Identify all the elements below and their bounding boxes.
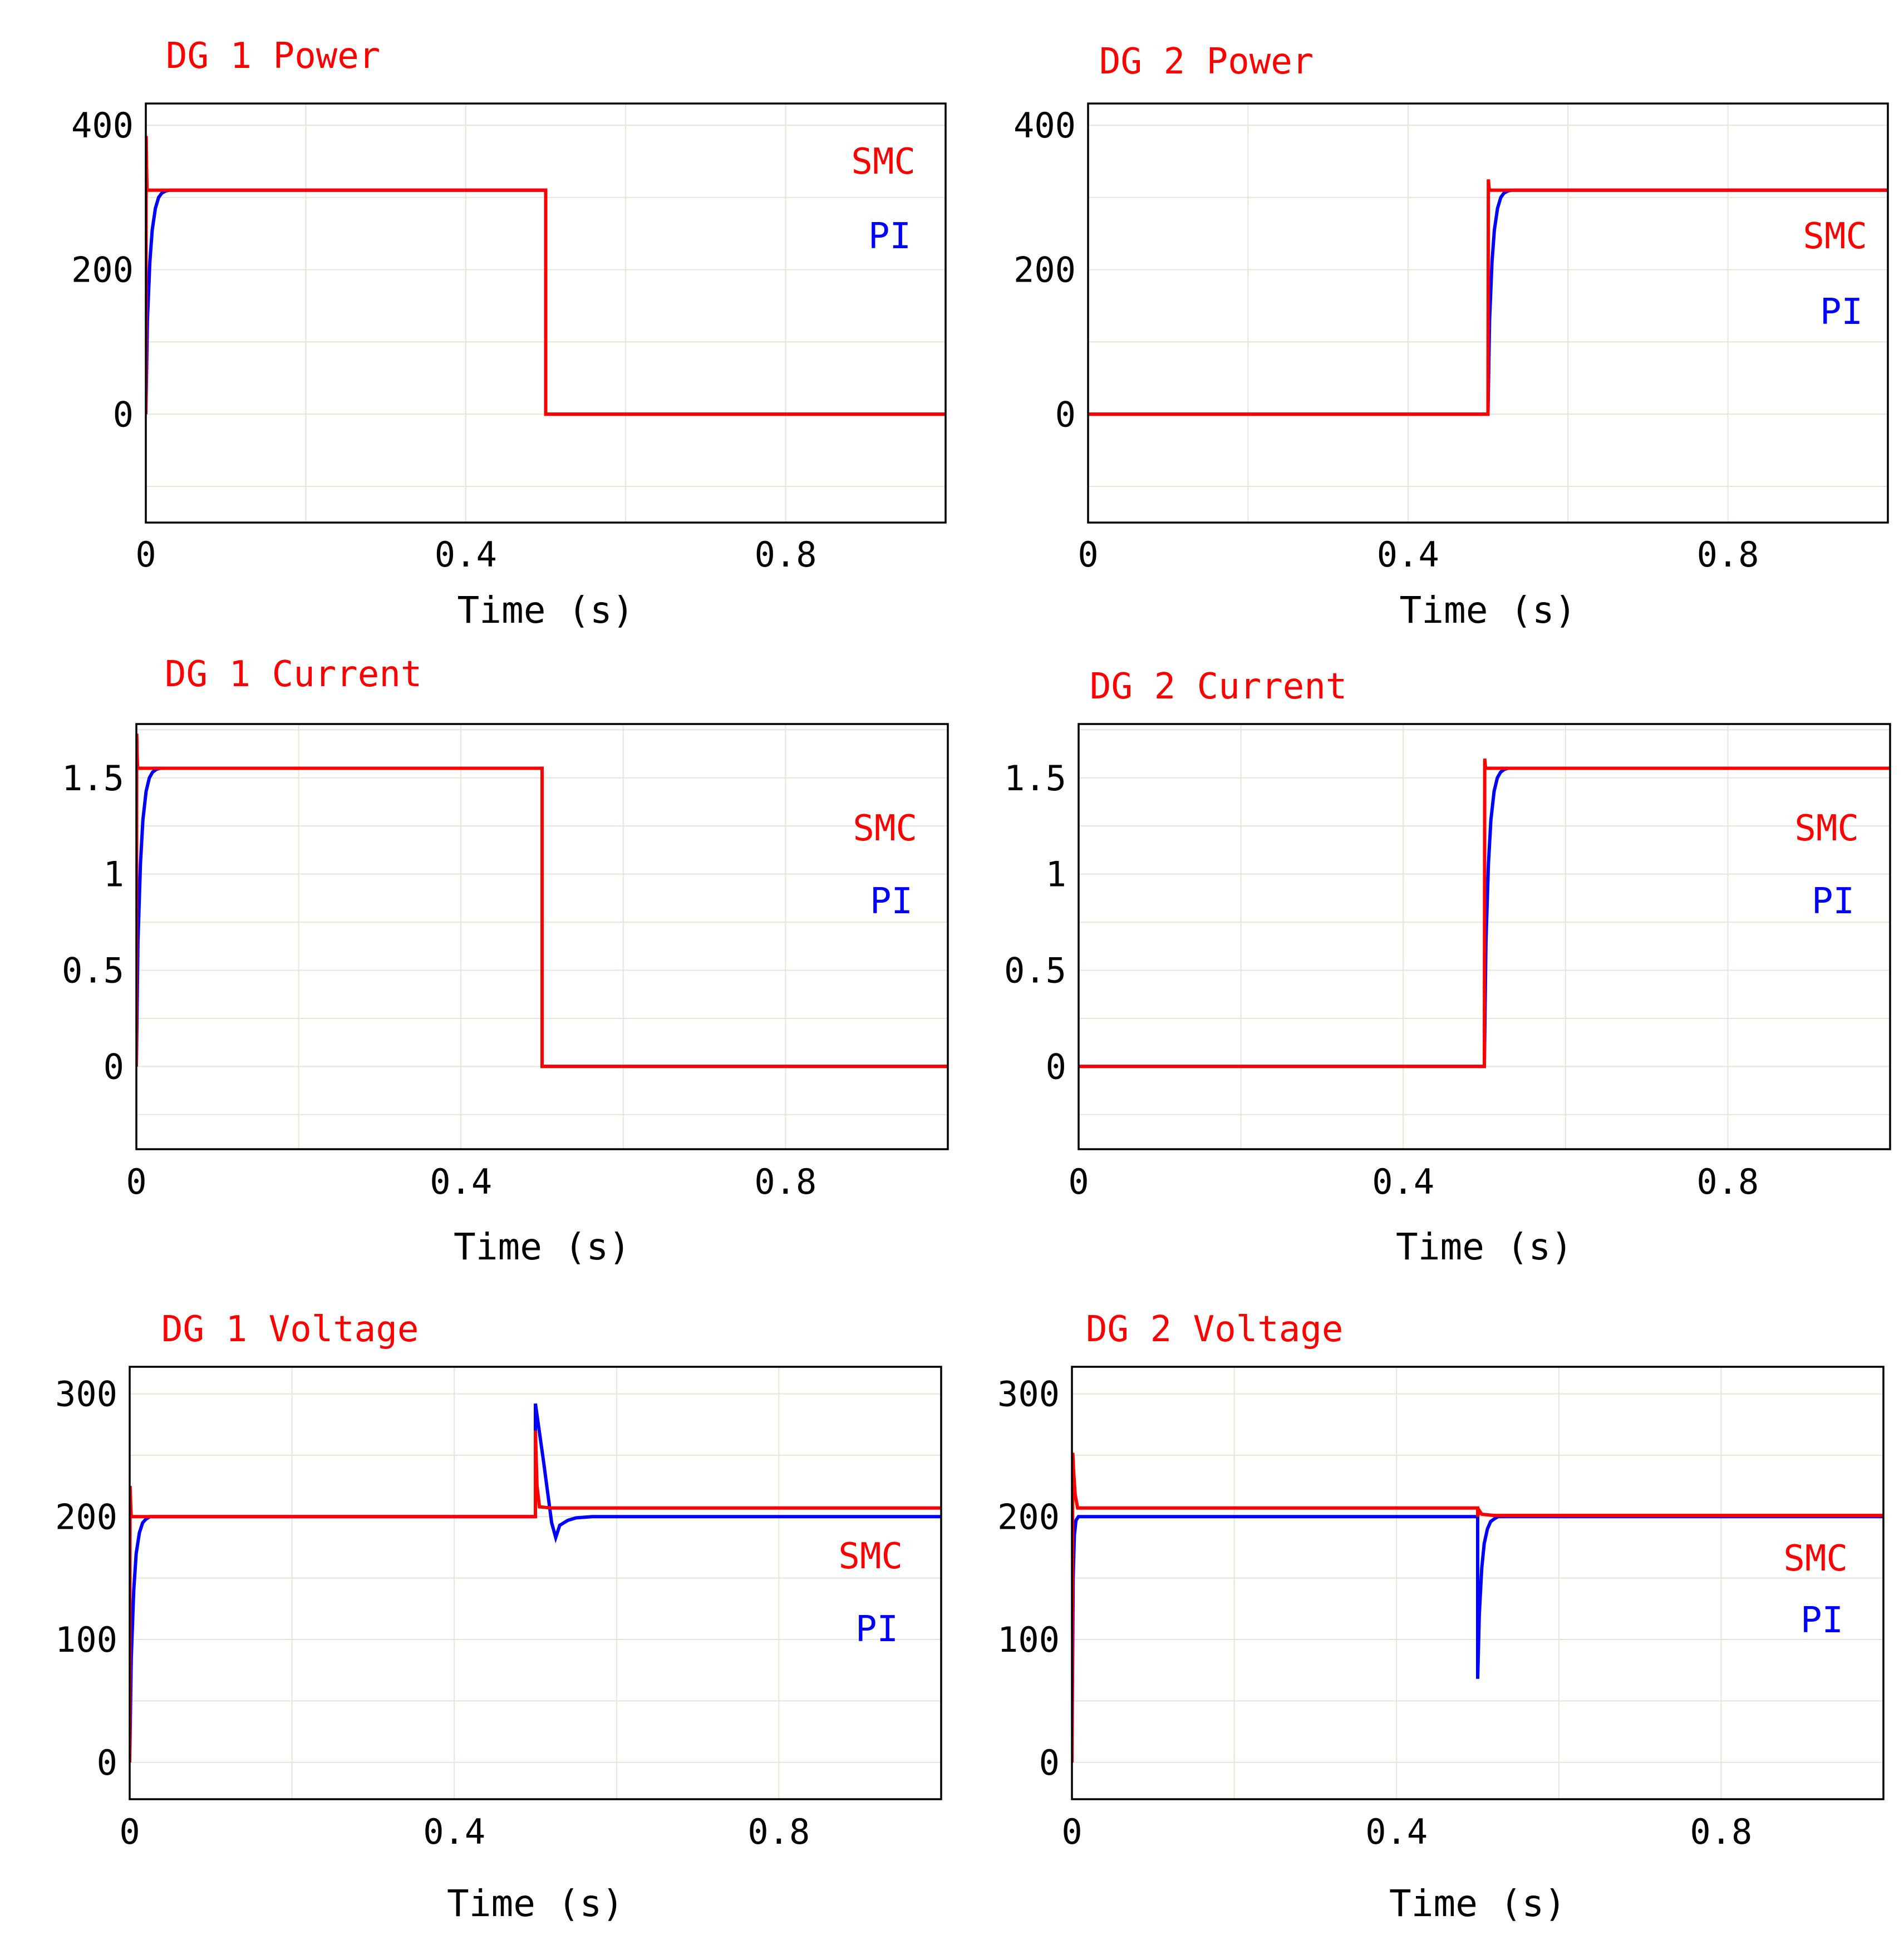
legend-label-smc: SMC [853,808,917,849]
x-axis-label: Time (s) [447,1882,624,1925]
legend-label-smc: SMC [1794,808,1859,849]
y-tick-label: 1 [1046,854,1066,895]
series-line-smc [1079,758,1890,1069]
x-axis-label: Time (s) [457,589,634,632]
series-line-smc [1088,179,1888,416]
y-tick-label: 0 [1046,1046,1066,1087]
chart-title: DG 1 Current [165,654,422,695]
x-axis-label: Time (s) [1400,589,1577,632]
y-tick-label: 400 [1014,105,1076,146]
y-tick-label: 400 [71,105,134,146]
series-line-smc [136,733,948,1069]
legend-label-pi: PI [1800,1600,1843,1641]
plot-frame [1087,102,1889,524]
y-tick-label: 0.5 [62,950,124,991]
y-tick-label: 100 [997,1619,1060,1660]
x-tick-label: 0.8 [747,1811,810,1852]
y-tick-label: 200 [997,1496,1060,1537]
y-tick-label: 0 [104,1046,124,1087]
x-tick-label: 0.4 [430,1161,492,1202]
legend-label-smc: SMC [1803,216,1867,257]
x-tick-label: 0.8 [1696,1161,1759,1202]
series-line-smc [130,1430,941,1762]
plot-frame [1078,723,1891,1150]
legend-label-smc: SMC [851,141,916,183]
chart-dg1-power: DG 1 Power 0 200 400 0 0.4 0.8 Time (s) SMC PI [71,36,947,632]
series-line-smc [146,136,946,416]
x-tick-label: 0 [126,1161,146,1202]
legend-label-pi: PI [1812,881,1854,922]
legend-label-pi: PI [868,216,911,257]
y-tick-label: 0 [1039,1742,1060,1783]
legend-label-smc: SMC [838,1536,903,1577]
y-tick-label: 300 [55,1374,117,1415]
x-tick-label: 0.4 [435,534,497,575]
y-tick-label: 0.5 [1004,950,1066,991]
chart-title: DG 2 Power [1099,41,1313,82]
x-tick-label: 0.4 [423,1811,485,1852]
x-tick-label: 0.8 [755,534,817,575]
x-tick-label: 0 [135,534,156,575]
x-tick-label: 0 [119,1811,140,1852]
y-tick-label: 1 [104,854,124,895]
chart-dg2-voltage: DG 2 Voltage 0 100 200 300 0 0.4 0.8 Time (s) SMC… [997,1309,1885,1925]
plot-frame [145,102,947,524]
x-tick-label: 0 [1068,1161,1089,1202]
chart-title: DG 1 Power [166,36,380,77]
x-tick-label: 0.4 [1377,534,1439,575]
chart-title: DG 2 Voltage [1086,1309,1343,1350]
plot-frame [135,723,949,1150]
chart-dg1-voltage: DG 1 Voltage 0 100 200 300 0 0.4 0.8 Time (s) SMC… [55,1309,942,1925]
legend-label-pi: PI [1820,292,1863,333]
x-axis-label: Time (s) [454,1225,631,1268]
plot-frame [1071,1366,1885,1800]
chart-title: DG 2 Current [1090,666,1347,707]
y-tick-label: 200 [1014,250,1076,290]
y-tick-label: 200 [55,1496,117,1537]
x-tick-label: 0.8 [754,1161,816,1202]
y-tick-label: 0 [113,394,134,435]
chart-dg2-power: DG 2 Power 0 200 400 0 0.4 0.8 Time (s) SMC PI [1014,41,1889,632]
x-tick-label: 0.4 [1365,1811,1428,1852]
y-tick-label: 1.5 [62,758,124,799]
x-tick-label: 0.8 [1697,534,1759,575]
legend-label-smc: SMC [1783,1538,1848,1579]
x-tick-label: 0 [1061,1811,1082,1852]
y-tick-label: 300 [997,1374,1060,1415]
x-axis-label: Time (s) [1396,1225,1573,1268]
y-tick-label: 0 [97,1742,117,1783]
y-tick-label: 1.5 [1004,758,1066,799]
series-line-smc [1072,1452,1883,1762]
chart-dg1-current: DG 1 Current 0 0.5 1 1.5 0 0.4 0.8 Time (s) SMC PI [62,654,949,1268]
x-tick-label: 0 [1078,534,1098,575]
y-tick-label: 100 [55,1619,117,1660]
x-axis-label: Time (s) [1389,1882,1566,1925]
y-tick-label: 0 [1055,394,1076,435]
plot-frame [129,1366,942,1800]
legend-label-pi: PI [870,881,913,922]
series-line-pi [1072,1515,1883,1762]
chart-title: DG 1 Voltage [161,1309,419,1350]
legend-label-pi: PI [855,1609,898,1650]
y-tick-label: 200 [71,250,134,290]
x-tick-label: 0.8 [1690,1811,1752,1852]
chart-dg2-current: DG 2 Current 0 0.5 1 1.5 0 0.4 0.8 Time (s) SMC PI [1004,666,1891,1268]
x-tick-label: 0.4 [1372,1161,1434,1202]
